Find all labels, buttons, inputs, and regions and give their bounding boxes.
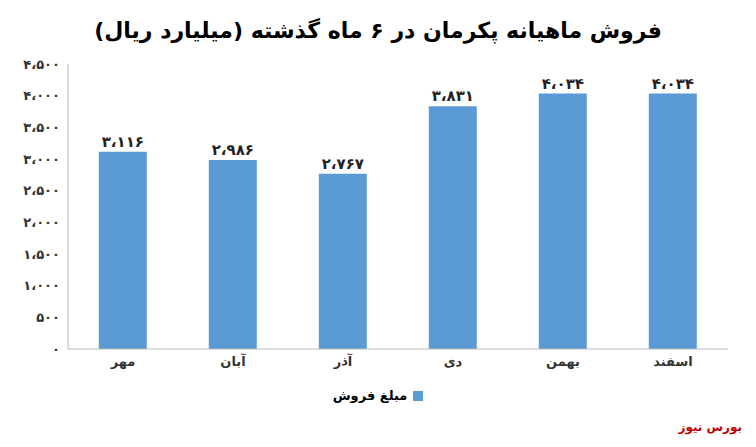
svg-text:۴،۰۳۴: ۴،۰۳۴	[542, 75, 584, 93]
svg-text:۴،۵۰۰: ۴،۵۰۰	[23, 57, 60, 72]
svg-text:۱،۰۰۰: ۱،۰۰۰	[23, 278, 60, 293]
svg-text:۲،۵۰۰: ۲،۵۰۰	[23, 183, 60, 198]
svg-text:۳،۰۰۰: ۳،۰۰۰	[23, 152, 60, 167]
svg-text:۱،۵۰۰: ۱،۵۰۰	[23, 247, 60, 262]
svg-text:۲،۷۶۷: ۲،۷۶۷	[322, 155, 364, 173]
svg-text:دی: دی	[444, 354, 463, 369]
svg-text:۳،۸۳۱: ۳،۸۳۱	[432, 87, 474, 105]
html-text:بورس نیوز: بورس نیوز	[678, 420, 742, 434]
html-text:مبلغ فروش: مبلغ فروش	[332, 388, 408, 403]
svg-text:۵۰۰: ۵۰۰	[36, 310, 60, 325]
svg-text:آذر: آذر	[333, 353, 353, 369]
svg-text:۳،۱۱۶: ۳،۱۱۶	[102, 133, 144, 151]
svg-text:۰: ۰	[52, 342, 60, 357]
html-text:فروش ماهیانه پکرمان در ۶ ماه گ: فروش ماهیانه پکرمان در ۶ ماه گذشته (میلی…	[94, 18, 662, 43]
svg-text:۲،۹۸۶: ۲،۹۸۶	[212, 141, 254, 159]
svg-text:۴،۰۳۴: ۴،۰۳۴	[652, 75, 694, 93]
svg-text:۳،۵۰۰: ۳،۵۰۰	[23, 120, 60, 135]
svg-text:بهمن: بهمن	[546, 354, 580, 369]
svg-text:۲،۰۰۰: ۲،۰۰۰	[23, 215, 60, 230]
svg-text:آبان: آبان	[220, 353, 246, 369]
svg-text:۴،۰۰۰: ۴،۰۰۰	[23, 88, 60, 103]
svg-text:اسفند: اسفند	[653, 354, 692, 369]
svg-text:مهر: مهر	[110, 354, 136, 369]
